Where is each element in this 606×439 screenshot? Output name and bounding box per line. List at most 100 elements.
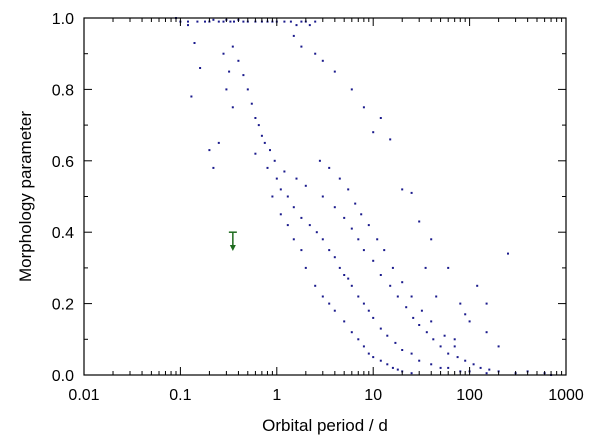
data-point: [225, 88, 228, 91]
data-point: [292, 206, 295, 209]
data-point: [435, 295, 438, 298]
data-point: [222, 20, 225, 23]
data-point: [308, 224, 311, 227]
data-point: [485, 302, 488, 305]
y-tick-label: 0.4: [52, 225, 74, 242]
data-point: [315, 231, 318, 234]
data-point: [410, 191, 413, 194]
data-point: [187, 24, 189, 27]
data-point: [242, 20, 245, 23]
data-point: [391, 366, 394, 369]
data-point: [338, 177, 341, 180]
y-tick-label: 0.0: [52, 368, 74, 385]
data-point: [279, 213, 282, 216]
data-point: [338, 266, 341, 269]
x-tick-labels: 0.01 0.1 1 10 100 1000: [68, 387, 583, 404]
data-point: [275, 177, 278, 180]
data-point: [308, 24, 311, 27]
data-point: [350, 88, 353, 91]
x-tick-label: 0.1: [169, 387, 191, 404]
data-point: [360, 213, 363, 216]
data-point: [321, 295, 324, 298]
data-point: [453, 345, 456, 348]
data-point: [333, 206, 336, 209]
data-point: [379, 117, 382, 119]
data-point: [479, 366, 482, 369]
data-point: [343, 274, 346, 276]
data-point: [286, 224, 289, 227]
data-point: [229, 20, 232, 23]
data-point: [410, 295, 413, 298]
data-point: [439, 366, 442, 369]
data-point: [300, 216, 303, 219]
data-point: [372, 259, 375, 262]
data-point: [263, 141, 266, 144]
data-point: [304, 266, 307, 269]
data-point: [464, 313, 467, 316]
data-point: [328, 249, 331, 252]
y-tick-label: 0.8: [52, 82, 74, 99]
y-tick-labels: 0.0 0.2 0.4 0.6 0.8 1.0: [52, 11, 74, 385]
data-point: [430, 363, 433, 366]
data-point: [254, 117, 257, 119]
data-point: [343, 320, 346, 323]
data-point: [405, 306, 408, 309]
data-point: [447, 266, 450, 269]
data-point: [343, 216, 346, 219]
data-point: [321, 238, 324, 241]
data-point: [372, 131, 375, 134]
data-point: [228, 70, 231, 73]
data-point: [233, 20, 235, 23]
data-point: [389, 138, 392, 141]
data-point: [485, 331, 488, 334]
data-point: [246, 88, 249, 91]
data-point: [321, 59, 324, 62]
data-point: [254, 152, 257, 155]
data-point: [350, 331, 353, 334]
data-point: [314, 52, 317, 55]
data-point: [242, 74, 245, 77]
data-point: [376, 238, 379, 241]
data-point: [472, 363, 475, 366]
data-point: [453, 338, 456, 341]
data-point: [507, 252, 509, 255]
data-point: [273, 159, 276, 162]
data-point: [497, 345, 500, 348]
data-point: [300, 45, 303, 48]
data-point: [418, 324, 421, 326]
data-point: [386, 334, 389, 337]
data-point: [217, 141, 220, 144]
data-point: [372, 316, 375, 319]
data-point: [430, 238, 433, 241]
data-point: [333, 70, 336, 73]
data-point: [208, 149, 211, 152]
data-point: [468, 320, 471, 323]
data-point: [430, 320, 433, 323]
data-point: [389, 284, 392, 287]
data-point: [204, 20, 206, 23]
data-point: [292, 238, 295, 241]
data-point: [383, 249, 386, 252]
data-point: [321, 195, 324, 198]
data-point: [354, 202, 357, 205]
data-point: [314, 284, 317, 287]
data-point: [396, 295, 399, 298]
data-point: [212, 166, 215, 169]
x-tick-label: 1000: [548, 387, 584, 404]
data-point: [447, 366, 450, 369]
upper-limit-marker: [228, 231, 237, 252]
data-point: [379, 327, 382, 330]
data-point: [418, 359, 421, 362]
data-point: [401, 349, 404, 351]
data-point: [420, 309, 423, 312]
data-point: [464, 359, 467, 362]
data-point: [401, 188, 404, 191]
data-point: [362, 106, 365, 109]
data-point: [199, 67, 202, 69]
data-point: [367, 309, 370, 312]
y-tick-label: 0.2: [52, 297, 74, 314]
data-point: [401, 281, 404, 284]
data-point: [418, 220, 421, 223]
